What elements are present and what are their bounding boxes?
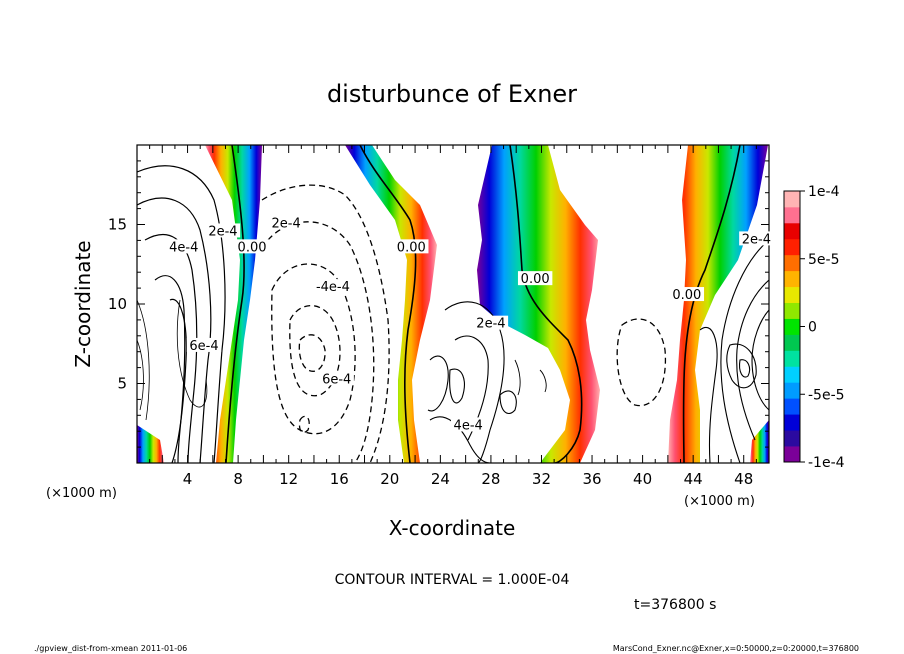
colorbar-swatch xyxy=(784,238,800,256)
colorbar-swatch xyxy=(784,398,800,415)
contour-label: 6e-4 xyxy=(322,372,351,387)
contour-label-bg xyxy=(234,239,270,254)
x-tick-label: 32 xyxy=(532,470,551,488)
y-tick-label: 5 xyxy=(117,375,127,393)
color-band-6 xyxy=(750,420,769,463)
color-band-1 xyxy=(205,145,262,463)
y-tick-label: 10 xyxy=(108,295,127,313)
colorbar-swatch xyxy=(784,350,800,367)
contour-label-bg xyxy=(739,231,774,246)
colorbar-swatch xyxy=(784,334,800,351)
contour-label: 0.00 xyxy=(238,240,267,255)
zero-contours xyxy=(225,145,741,463)
contour-label-bg xyxy=(517,271,553,286)
contour-label-bg xyxy=(473,315,509,330)
color-band-2 xyxy=(345,145,437,463)
negative-contours-center xyxy=(261,184,667,463)
x-tick-label: 28 xyxy=(481,470,500,488)
x-tick-label: 20 xyxy=(380,470,399,488)
contour-field xyxy=(137,145,769,463)
colorbar-swatch xyxy=(784,286,800,303)
colorbar-swatch xyxy=(784,254,800,272)
contour-label: 2e-4 xyxy=(272,217,301,232)
colorbar-swatch xyxy=(784,222,800,240)
colorbar-swatch xyxy=(784,382,800,399)
colorbar-label: 5e-5 xyxy=(808,252,839,268)
contour-label-bg xyxy=(319,371,354,386)
chart-title: disturbunce of Exner xyxy=(327,80,577,108)
colorbar-label: -5e-5 xyxy=(808,387,845,403)
time-text: t=376800 s xyxy=(634,597,716,613)
y-axis-label: Z-coordinate xyxy=(71,240,95,367)
color-band-4 xyxy=(668,145,768,463)
color-band-3 xyxy=(477,145,600,463)
contour-label-bg xyxy=(186,337,222,352)
colorbar-swatch xyxy=(784,318,800,335)
contour-labels: 4e-42e-40.002e-4-4e-46e-46e-40.002e-40.0… xyxy=(166,215,774,433)
footer-left: ./gpview_dist-from-xmean 2011-01-06 xyxy=(34,644,187,653)
x-axis-unit: (×1000 m) xyxy=(684,494,755,509)
positive-contours-right xyxy=(699,239,769,463)
colorbar-swatch xyxy=(784,414,800,431)
colorbar-label: -1e-4 xyxy=(808,455,845,471)
contour-label: -4e-4 xyxy=(316,280,350,295)
y-axis: 5 10 15 xyxy=(108,160,769,448)
contour-label: 2e-4 xyxy=(208,224,237,239)
colorbar-swatch xyxy=(784,430,800,447)
colorbar-swatch xyxy=(784,191,800,208)
contour-label: 0.00 xyxy=(672,288,701,303)
colorbar: 1e-4 5e-5 0 -5e-5 -1e-4 xyxy=(783,184,845,471)
colorbar-swatch xyxy=(784,446,800,463)
contour-label-bg xyxy=(450,417,486,432)
x-axis: 4 8 12 16 20 24 28 32 36 40 44 48 xyxy=(149,145,757,488)
x-tick-label: 48 xyxy=(734,470,753,488)
contour-label-bg xyxy=(268,215,304,230)
contour-label: 0.00 xyxy=(397,240,426,255)
colorbar-swatch xyxy=(784,366,800,383)
contour-label: 2e-4 xyxy=(742,232,771,247)
contour-label-bg xyxy=(311,279,354,294)
x-tick-label: 36 xyxy=(582,470,601,488)
x-tick-label: 44 xyxy=(684,470,703,488)
colorbar-label: 0 xyxy=(808,320,817,336)
positive-contours-left xyxy=(137,165,226,463)
x-tick-label: 8 xyxy=(233,470,243,488)
colorbar-swatch xyxy=(784,270,800,288)
contour-label-bg xyxy=(394,239,429,254)
contour-label: 4e-4 xyxy=(169,240,198,255)
x-tick-label: 24 xyxy=(431,470,450,488)
contour-interval-text: CONTOUR INTERVAL = 1.000E-04 xyxy=(335,572,570,588)
contour-label-bg xyxy=(166,239,201,254)
contour-label: 2e-4 xyxy=(476,317,505,332)
contour-label-bg xyxy=(205,223,241,238)
contour-label: 4e-4 xyxy=(454,418,483,433)
contour-label: 0.00 xyxy=(521,272,550,287)
colorbar-swatch xyxy=(784,206,800,224)
colorbar-swatch xyxy=(784,302,800,319)
footer-right: MarsCond_Exner.nc@Exner,x=0:50000,z=0:20… xyxy=(613,644,859,653)
x-axis-label: X-coordinate xyxy=(389,516,516,540)
x-tick-label: 4 xyxy=(183,470,193,488)
x-tick-label: 16 xyxy=(330,470,349,488)
x-tick-label: 40 xyxy=(633,470,652,488)
x-tick-label: 12 xyxy=(279,470,298,488)
y-axis-unit: (×1000 m) xyxy=(46,486,117,501)
color-band-5 xyxy=(137,425,164,463)
contour-label-bg xyxy=(669,287,705,302)
y-tick-label: 15 xyxy=(108,216,127,234)
contour-label: 6e-4 xyxy=(189,339,218,354)
colorbar-label: 1e-4 xyxy=(808,184,840,200)
